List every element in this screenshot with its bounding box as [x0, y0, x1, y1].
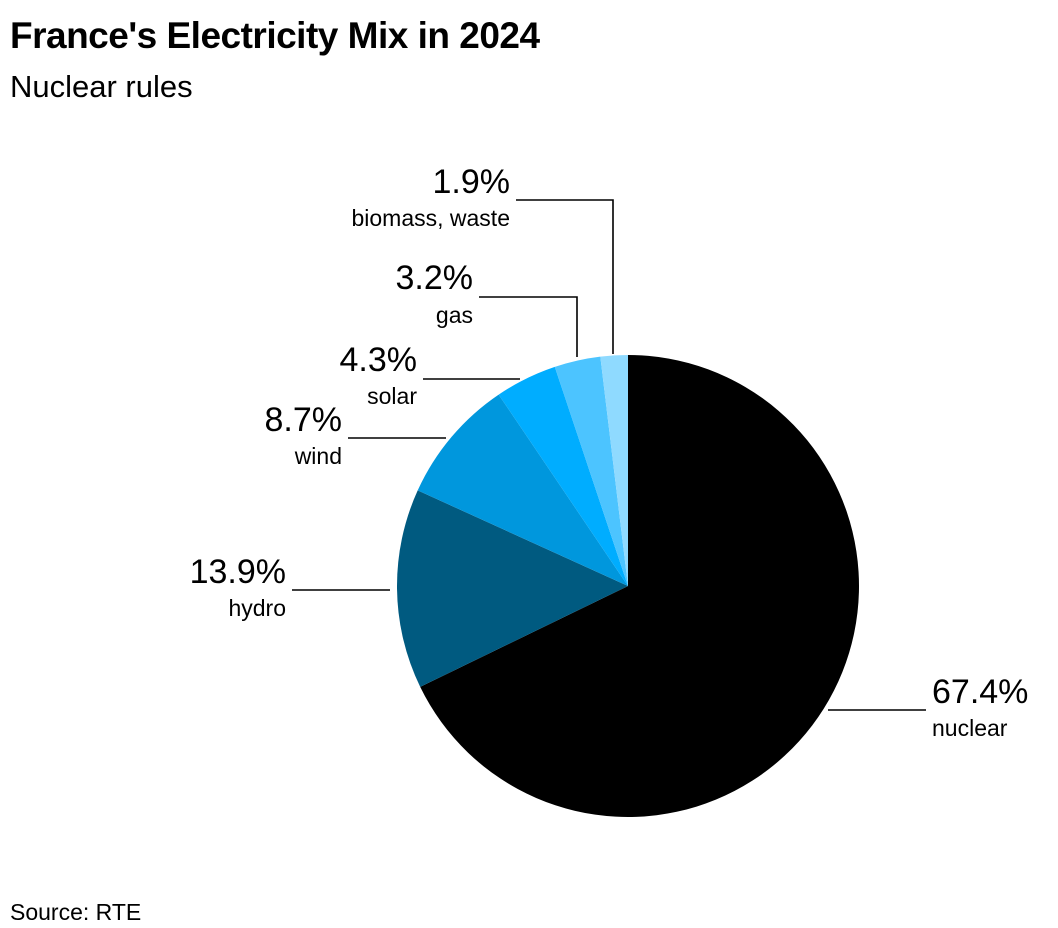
pie-callouts: 67.4% nuclear 13.9% hydro 8.7% wind 4.3% solar 3… — [190, 163, 1029, 741]
leader-line-biomass — [516, 199, 614, 354]
category-label-gas: gas — [436, 302, 473, 328]
value-label-wind: 8.7% — [265, 401, 343, 439]
chart-title: France's Electricity Mix in 2024 — [10, 15, 540, 56]
category-label-solar: solar — [367, 383, 417, 409]
chart-subtitle: Nuclear rules — [10, 69, 193, 104]
slice-gas — [554, 356, 628, 586]
category-label-wind: wind — [294, 443, 342, 469]
slice-biomass — [600, 355, 628, 586]
chart-source: Source: RTE — [10, 899, 142, 925]
value-label-gas: 3.2% — [396, 259, 474, 297]
category-label-nuclear: nuclear — [932, 715, 1008, 741]
slice-solar — [498, 366, 628, 586]
pie-slices — [396, 355, 859, 817]
leader-line-gas — [479, 296, 578, 357]
value-label-biomass: 1.9% — [433, 163, 511, 201]
value-label-nuclear: 67.4% — [932, 673, 1028, 711]
value-label-hydro: 13.9% — [190, 553, 286, 591]
slice-wind — [417, 394, 628, 586]
slice-hydro — [396, 490, 628, 687]
slice-nuclear — [420, 355, 859, 817]
category-label-biomass: biomass, waste — [351, 205, 510, 231]
value-label-solar: 4.3% — [340, 341, 418, 379]
category-label-hydro: hydro — [228, 595, 286, 621]
